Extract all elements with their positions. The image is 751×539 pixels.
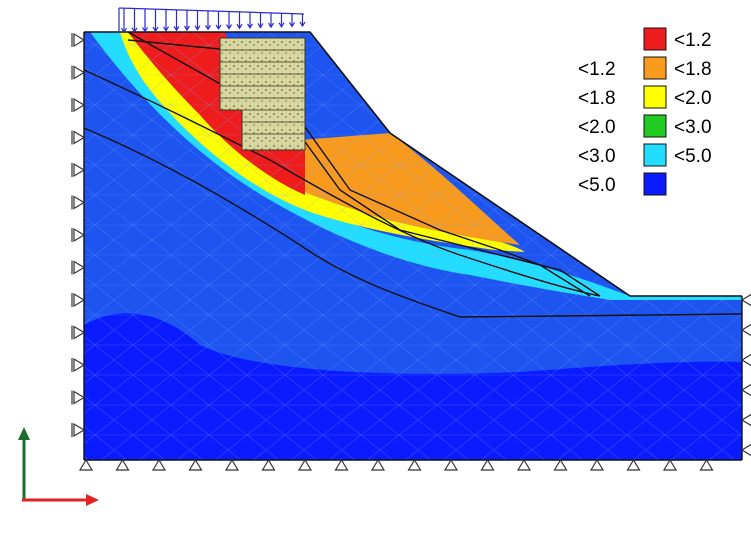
load-arrow-head bbox=[257, 23, 264, 29]
legend-swatch bbox=[643, 85, 667, 109]
left-roller-supports bbox=[71, 32, 86, 438]
roller-support bbox=[740, 383, 751, 397]
roller-support bbox=[73, 422, 86, 438]
roller-support bbox=[73, 227, 86, 243]
legend-label-left: <3.0 bbox=[578, 146, 616, 167]
load-arrow-head bbox=[225, 24, 233, 30]
load-arrow-head bbox=[131, 27, 138, 33]
legend-label-right: <1.2 bbox=[674, 30, 712, 51]
pin-support bbox=[151, 458, 167, 471]
pin-support bbox=[334, 458, 349, 471]
legend-label-left: <1.8 bbox=[578, 88, 616, 109]
pin-support bbox=[443, 458, 459, 471]
pin-support bbox=[480, 458, 495, 471]
pin-support bbox=[297, 458, 313, 471]
roller-support bbox=[73, 32, 86, 48]
horizontal-arrow-head bbox=[86, 494, 99, 506]
roller-support bbox=[73, 65, 86, 80]
legend-swatch bbox=[643, 114, 667, 138]
roller-support bbox=[73, 357, 86, 373]
pin-support bbox=[516, 458, 532, 471]
load-arrow-head bbox=[141, 27, 149, 33]
load-arrow-head bbox=[299, 21, 306, 28]
pin-support bbox=[407, 458, 422, 471]
roller-support bbox=[740, 413, 751, 427]
legend: <1.2 <1.8 <1.2 <2.0 <1.8 <3.0 <2.0 <5.0 <3.0 <5.0 bbox=[578, 27, 712, 196]
roller-support bbox=[73, 260, 86, 275]
retaining-structure bbox=[219, 37, 306, 151]
legend-label-right: <5.0 bbox=[674, 146, 712, 167]
axis-triad bbox=[18, 427, 99, 506]
roller-support bbox=[73, 195, 86, 210]
pin-support bbox=[188, 458, 203, 471]
roller-support bbox=[740, 323, 751, 337]
load-arrow-head bbox=[194, 25, 201, 31]
pin-support bbox=[662, 458, 678, 471]
load-arrow-head bbox=[120, 27, 128, 34]
load-arrow-head bbox=[288, 22, 296, 28]
bottom-pin-supports bbox=[78, 458, 714, 471]
load-arrow-head bbox=[152, 26, 159, 33]
legend-swatch bbox=[643, 56, 667, 80]
pin-support bbox=[589, 458, 605, 471]
legend-label-left: <1.2 bbox=[578, 59, 616, 80]
load-arrow-head bbox=[173, 26, 180, 32]
roller-support bbox=[740, 443, 751, 457]
pin-support bbox=[224, 458, 240, 471]
load-arrow-head bbox=[278, 22, 285, 28]
roller-support bbox=[73, 292, 86, 308]
legend-label-right: <3.0 bbox=[674, 117, 712, 138]
layer-line-1 bbox=[83, 69, 601, 297]
roller-support bbox=[73, 162, 86, 178]
load-arrow-head bbox=[267, 22, 275, 29]
roller-support bbox=[73, 325, 86, 340]
load-arrow-head bbox=[236, 23, 243, 30]
roller-support bbox=[73, 130, 86, 145]
pin-support bbox=[261, 458, 276, 471]
load-arrow-head bbox=[204, 24, 212, 31]
right-roller-supports bbox=[740, 293, 751, 457]
pin-support bbox=[553, 458, 568, 471]
load-arrow-head bbox=[162, 26, 170, 32]
legend-label-right: <1.8 bbox=[674, 59, 712, 80]
layer-line-2 bbox=[83, 127, 743, 318]
pin-support bbox=[370, 458, 386, 471]
roller-support bbox=[73, 97, 86, 113]
pin-support bbox=[78, 458, 94, 471]
load-arrow-head bbox=[215, 24, 222, 31]
vertical-arrow-head bbox=[18, 427, 30, 440]
load-arrow-head bbox=[183, 25, 191, 32]
load-arrow-head bbox=[246, 23, 254, 29]
roller-support bbox=[73, 390, 86, 405]
ground-surface bbox=[84, 31, 742, 297]
pin-support bbox=[626, 458, 641, 471]
distributed-load bbox=[118, 7, 306, 34]
legend-label-left: <5.0 bbox=[578, 175, 616, 196]
roller-support bbox=[740, 293, 751, 307]
legend-swatch bbox=[643, 143, 667, 167]
legend-swatch bbox=[643, 172, 667, 196]
legend-swatch bbox=[643, 27, 667, 51]
legend-label-left: <2.0 bbox=[578, 117, 616, 138]
pin-support bbox=[115, 458, 130, 471]
legend-label-right: <2.0 bbox=[674, 88, 712, 109]
pin-support bbox=[699, 458, 714, 471]
roller-support bbox=[740, 353, 751, 367]
